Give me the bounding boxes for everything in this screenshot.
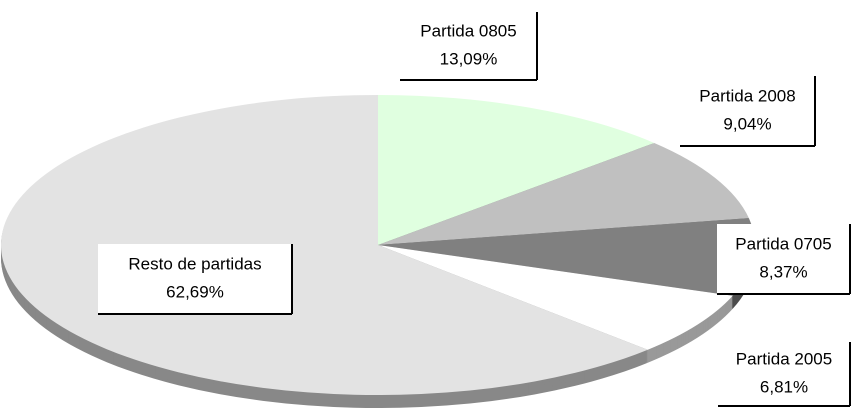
slice-value-label: 13,09%: [440, 49, 498, 68]
slice-value-label: 9,04%: [723, 114, 771, 133]
slice: [378, 142, 749, 245]
slice-value-label: 62,69%: [166, 282, 224, 301]
slice: [1, 95, 648, 395]
slice-label: Partida 2008: [699, 86, 795, 105]
slice: [378, 245, 733, 350]
slice: [378, 95, 655, 245]
slice-value-label: 8,37%: [759, 262, 807, 281]
label-box: [680, 76, 815, 146]
slice-label: Partida 0705: [735, 234, 831, 253]
slice-label: Partida 0805: [420, 21, 516, 40]
label-box: [400, 12, 537, 80]
slice: [378, 218, 755, 296]
slice-label: Resto de partidas: [128, 254, 261, 273]
slice-label: Partida 2005: [736, 349, 832, 368]
label-box: [718, 342, 850, 406]
label-box: [717, 224, 850, 294]
label-box: [98, 244, 292, 314]
slice-value-label: 6,81%: [760, 377, 808, 396]
